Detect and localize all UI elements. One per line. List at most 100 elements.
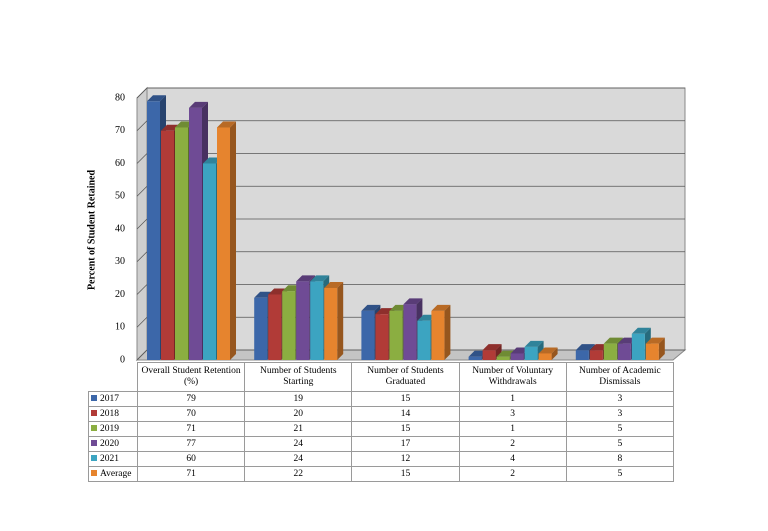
bar-top [603,337,623,344]
value-cell: 5 [565,421,674,437]
y-tick-label: 40 [115,223,125,234]
bar [375,314,389,360]
legend-entry: 2020 [88,436,138,452]
value-cell: 15 [351,421,460,437]
y-tick-label: 60 [115,158,125,169]
legend-swatch [91,470,97,477]
bar [310,281,324,360]
value-cell: 60 [136,451,246,467]
grid-line-side [136,87,148,99]
bar-top [538,347,558,354]
series-row: 2017 79 19 15 1 3 [88,391,674,407]
corner [89,363,138,392]
grid-line-side [136,284,148,295]
bar [603,343,617,360]
y-tick-label: 30 [115,256,125,267]
legend-swatch [91,425,97,432]
bar [389,310,403,360]
bar-side [551,347,558,360]
value-cell: 71 [136,466,246,482]
value-cell: 12 [351,451,460,467]
grid-line-side [136,153,148,164]
legend-label: 2019 [100,423,119,434]
bar-top [524,340,544,347]
bar [496,356,510,360]
bar-top [482,344,502,351]
value-cell: 79 [136,391,246,407]
value-cell: 2 [458,436,567,452]
y-tick-label: 0 [120,354,125,365]
bar-side [658,337,665,360]
bar [161,130,174,360]
value-cell: 3 [565,391,674,407]
bar [589,350,603,360]
bar [189,107,202,360]
grid-line-side [136,251,148,262]
value-cell: 77 [136,436,246,452]
value-cell: 15 [351,466,460,482]
value-cell: 1 [458,421,567,437]
y-tick-label: 70 [115,125,125,136]
value-cell: 21 [244,421,353,437]
legend-label: 2021 [100,453,119,464]
legend-swatch [91,410,97,417]
series-row: 2020 77 24 17 2 5 [88,436,674,452]
value-cell: 4 [458,451,567,467]
value-cell: 24 [244,436,353,452]
legend-entry: 2017 [88,391,138,407]
data-table: Overall Student Retention (%) Number of S… [88,362,674,482]
legend-entry: 2021 [88,451,138,467]
bar [510,353,524,360]
bar-top [361,304,381,311]
value-cell: 71 [136,421,246,437]
bar [324,287,338,360]
bar-top [575,344,595,351]
bar-top [147,95,166,102]
bar-side [444,304,451,360]
bar [296,281,310,360]
series-row: 2019 71 21 15 1 5 [88,421,674,437]
bar-top [645,337,665,344]
bar-top [631,327,651,334]
header-row: Overall Student Retention (%) Number of S… [89,362,674,392]
value-cell: 1 [458,391,567,407]
bar [617,343,631,360]
legend-entry: 2019 [88,421,138,437]
value-cell: 22 [244,466,353,482]
series-row: 2018 70 20 14 3 3 [88,406,674,422]
bar [575,350,589,360]
bar [538,353,552,360]
legend-swatch [91,440,97,447]
value-cell: 19 [244,391,353,407]
bar [468,356,482,360]
bar [147,101,160,361]
bar-top [310,275,330,282]
legend-swatch [91,455,97,462]
value-cell: 15 [351,391,460,407]
category-label: Number of Academic Dismissals [565,362,674,392]
value-cell: 14 [351,406,460,422]
grid-line-side [136,317,148,328]
value-cell: 3 [458,406,567,422]
grid-line-side [136,186,148,197]
bar-top [217,121,236,128]
value-cell: 20 [244,406,353,422]
legend-swatch [91,395,97,402]
value-cell: 8 [565,451,674,467]
series-row: 2021 60 24 12 4 8 [88,451,674,467]
bar [403,304,417,360]
series-row: Average 71 22 15 2 5 [88,466,674,482]
bar [417,320,431,360]
grid-line-side [136,218,148,230]
category-label: Number of Students Starting [244,362,353,392]
y-axis-label: Percent of Student Retained [86,170,97,291]
bar [645,343,659,360]
bar [254,297,268,360]
category-label: Overall Student Retention (%) [136,362,246,392]
bar-top [403,298,423,305]
bar [203,163,216,360]
legend-label: 2018 [100,408,119,419]
grid-line-side [136,120,148,131]
